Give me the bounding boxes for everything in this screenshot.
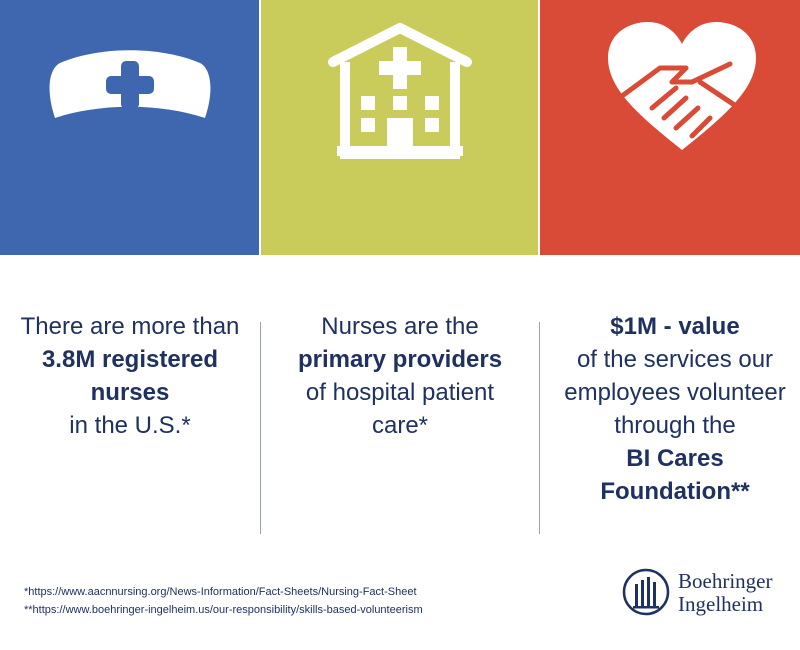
boehringer-logo: Boehringer Ingelheim [622, 568, 792, 618]
volunteer-stat: $1M - value of the services our employee… [550, 310, 800, 508]
volunteer-stat-foundation: BI Cares Foundation** [600, 445, 750, 505]
company-logo-icon [622, 568, 670, 616]
footnote-2: **https://www.boehringer-ingelheim.us/ou… [24, 604, 423, 616]
volunteer-panel [540, 0, 800, 255]
providers-stat-pre: Nurses are the [321, 313, 479, 340]
providers-stat-post: of hospital patient care* [305, 379, 495, 439]
volunteer-stat-value: $1M - value [610, 313, 740, 340]
heart-handshake-icon [608, 22, 756, 150]
providers-stat-highlight: primary providers [297, 346, 503, 373]
nurse-cap-icon [49, 50, 211, 118]
hospital-panel [261, 0, 538, 255]
nurses-stat-post: in the U.S.* [69, 412, 191, 439]
logo-line-2: Ingelheim [678, 592, 764, 616]
nurses-stat-pre: There are more than [20, 313, 240, 340]
nurse-panel [0, 0, 259, 255]
column-divider [260, 322, 261, 534]
column-divider [539, 322, 540, 534]
nurses-stat: There are more than 3.8M registered nurs… [10, 310, 250, 442]
providers-stat: Nurses are the primary providers of hosp… [275, 310, 525, 442]
logo-line-1: Boehringer [678, 569, 773, 593]
footnote-1: *https://www.aacnnursing.org/News-Inform… [24, 586, 417, 598]
volunteer-stat-mid: of the services our employees volunteer … [564, 346, 786, 439]
hospital-icon [328, 23, 472, 159]
nurses-stat-highlight: 3.8M registered nurses [41, 346, 219, 406]
